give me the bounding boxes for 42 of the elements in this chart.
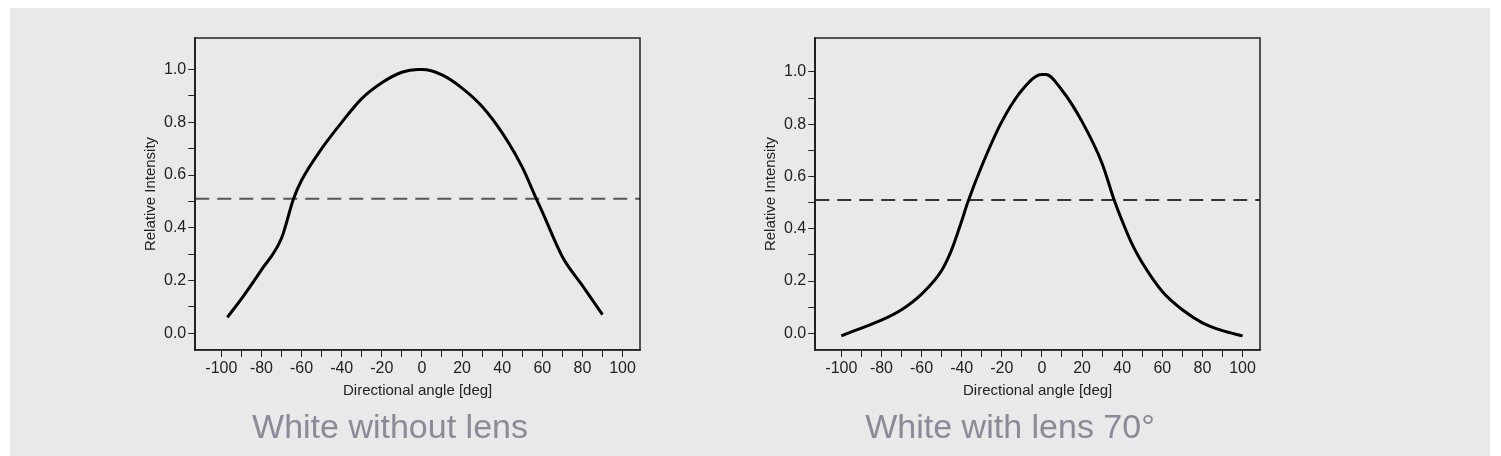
x-tick-label: -60	[910, 359, 934, 377]
y-tick-label: 1.0	[783, 62, 807, 80]
y-tick-label: 0.6	[783, 166, 807, 184]
line-series	[225, 68, 604, 319]
y-tick-label: 0.4	[783, 219, 807, 237]
y-tick-label: 0.6	[163, 165, 187, 183]
text: White without lens	[252, 406, 528, 445]
x-tick-label: 40	[493, 359, 512, 377]
x-tick-label: -80	[249, 359, 274, 377]
x-tick-label: 80	[573, 359, 592, 377]
y-tick-label: 0.4	[163, 218, 187, 236]
y-tick-label: 0.2	[783, 271, 807, 289]
x-tick-label: 20	[453, 359, 472, 377]
x-tick-label: 20	[1073, 359, 1092, 377]
y-tick-label: 0.0	[783, 323, 807, 341]
x-tick-label: -60	[290, 359, 314, 377]
x-tick-label: 80	[1193, 359, 1212, 377]
x-tick-label: 40	[1113, 359, 1132, 377]
x-tick-label: -100	[825, 359, 858, 377]
y-axis-title: Relative Intensity	[141, 136, 159, 252]
y-tick-label: 1.0	[163, 60, 187, 78]
x-tick-label: 60	[1153, 359, 1172, 377]
x-tick-label: 60	[533, 359, 552, 377]
x-tick-label: -80	[869, 359, 894, 377]
y-tick-label: 0.8	[783, 114, 807, 132]
x-tick-label: 100	[609, 359, 636, 377]
y-tick-label: 0.0	[163, 323, 187, 341]
y-axis-title: Relative Intensity	[761, 136, 779, 252]
x-tick-label: -20	[370, 359, 394, 377]
x-tick-label: 0	[1037, 359, 1047, 377]
line-series	[839, 73, 1245, 338]
y-tick-label: 0.8	[163, 112, 187, 130]
x-axis-title: Directional angle [deg]	[342, 381, 493, 399]
x-tick-label: -40	[950, 359, 974, 377]
y-tick-label: 0.2	[163, 270, 187, 288]
x-tick-label: -40	[330, 359, 354, 377]
x-tick-label: 0	[417, 359, 427, 377]
text: White with lens 70°	[865, 406, 1155, 445]
x-tick-label: 100	[1229, 359, 1256, 377]
x-tick-label: -100	[205, 359, 238, 377]
x-axis-title: Directional angle [deg]	[962, 381, 1113, 399]
x-tick-label: -20	[990, 359, 1014, 377]
